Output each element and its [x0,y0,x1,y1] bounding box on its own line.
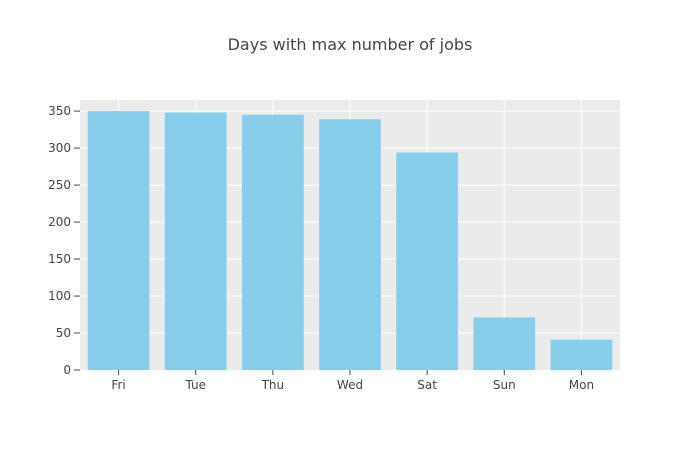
y-tick-label: 200 [48,215,71,229]
y-tick-label: 150 [48,252,71,266]
bars-group [87,111,613,371]
x-tick-label: Fri [111,378,125,392]
x-tick-label: Tue [184,378,206,392]
bar-tue[interactable] [164,112,227,370]
y-tick-label: 50 [56,326,71,340]
bar-fri[interactable] [87,111,150,371]
x-tick-label: Mon [569,378,594,392]
bar-sun[interactable] [473,317,536,370]
x-tick-label: Thu [261,378,285,392]
y-tick-label: 250 [48,178,71,192]
x-tick-label: Sat [417,378,437,392]
y-tick-label: 100 [48,289,71,303]
y-axis-ticks: 0 50 100 150 200 250 300 350 [48,104,80,377]
x-axis-ticks: Fri Tue Thu Wed Sat Sun Mon [111,370,594,392]
y-tick-label: 0 [63,363,71,377]
bar-thu[interactable] [242,114,304,370]
x-tick-label: Sun [493,378,516,392]
bar-wed[interactable] [319,119,381,370]
x-tick-label: Wed [337,378,363,392]
bar-mon[interactable] [550,339,613,370]
chart-title: Days with max number of jobs [228,35,473,54]
y-tick-label: 350 [48,104,71,118]
bar-sat[interactable] [396,152,458,370]
y-tick-label: 300 [48,141,71,155]
